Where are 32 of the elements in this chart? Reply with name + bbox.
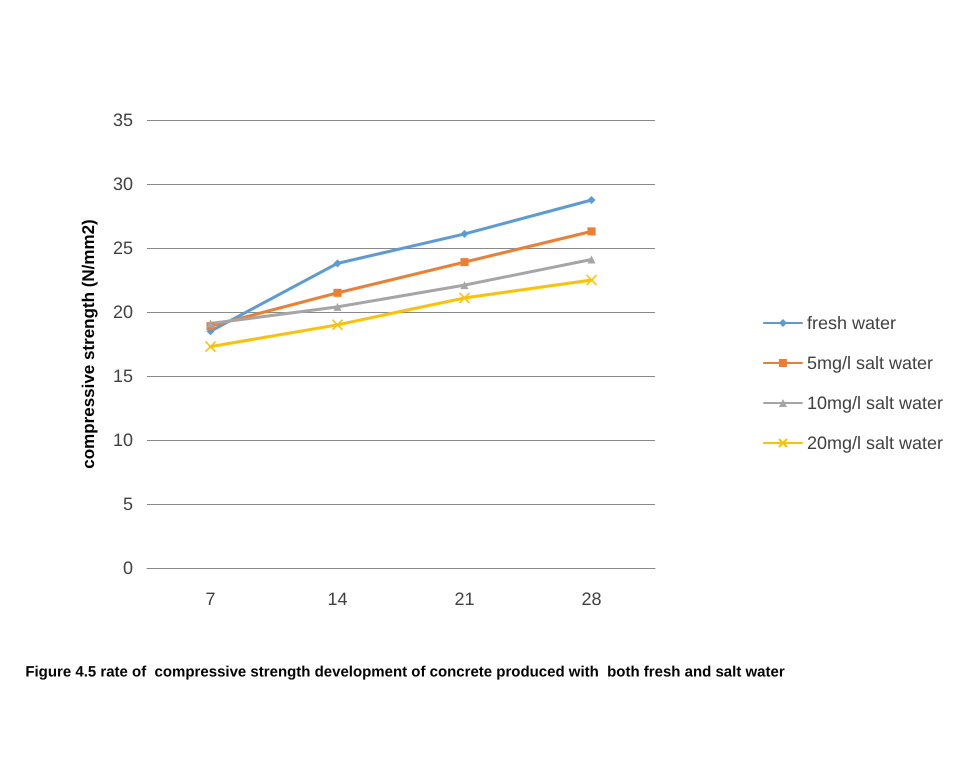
y-tick-label: 15 (112, 366, 133, 386)
y-tick-label: 5 (122, 494, 133, 514)
point (458, 292, 470, 304)
y-tick-label: 25 (112, 238, 133, 258)
point (334, 288, 342, 297)
legend-label: 20mg/l salt water (806, 433, 944, 453)
point (460, 258, 468, 266)
point (460, 281, 468, 290)
x-tick-label: 21 (454, 589, 475, 609)
point (334, 302, 342, 311)
y-axis-title: compressive strength (N/mm2) (79, 219, 98, 469)
legend-label: 10mg/l salt water (806, 393, 944, 413)
point (204, 340, 216, 352)
point (206, 320, 214, 328)
x-tick-label: 14 (327, 589, 348, 609)
point (332, 319, 344, 331)
legend-label: 5mg/l salt water (806, 353, 933, 373)
point (588, 196, 596, 204)
y-tick-label: 35 (112, 110, 133, 130)
x-tick-label: 28 (581, 589, 602, 609)
point (586, 274, 598, 286)
y-tick-label: 30 (112, 174, 133, 194)
point (334, 259, 342, 268)
y-tick-label: 20 (112, 302, 133, 322)
legend-label: fresh water (806, 313, 896, 333)
x-tick-label: 7 (205, 589, 216, 609)
caption: Figure 4.5 rate of compressive strength development of concrete produced with both fresh and salt water (25, 664, 785, 680)
y-tick-label: 10 (112, 430, 133, 450)
point (460, 230, 468, 238)
point (588, 256, 596, 264)
y-tick-label: 0 (122, 558, 133, 578)
point (588, 227, 596, 236)
